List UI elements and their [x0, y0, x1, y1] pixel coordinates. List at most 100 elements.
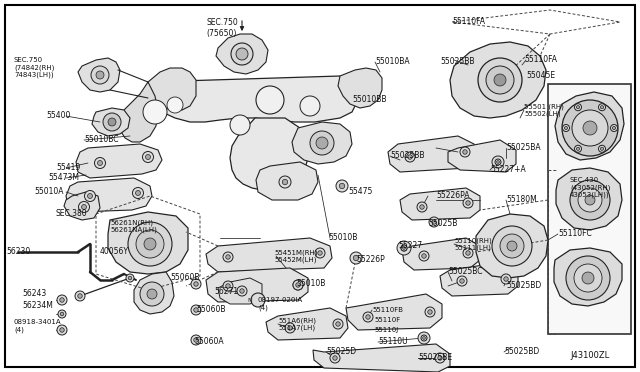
- Text: 40056Y: 40056Y: [100, 247, 129, 257]
- Text: 08918-3401A
(4): 08918-3401A (4): [14, 319, 61, 333]
- Polygon shape: [64, 192, 100, 220]
- Polygon shape: [134, 272, 174, 314]
- Text: 55010B: 55010B: [296, 279, 325, 289]
- Polygon shape: [230, 118, 308, 190]
- Circle shape: [492, 226, 532, 266]
- Circle shape: [81, 205, 86, 209]
- Circle shape: [251, 293, 265, 307]
- Circle shape: [77, 294, 83, 298]
- Circle shape: [315, 248, 325, 258]
- Circle shape: [103, 113, 121, 131]
- Text: 55501 (RH)
55502(LH): 55501 (RH) 55502(LH): [524, 103, 564, 117]
- Polygon shape: [476, 214, 548, 278]
- Circle shape: [256, 86, 284, 114]
- Circle shape: [577, 147, 580, 150]
- Polygon shape: [206, 238, 332, 272]
- Text: 55025BA: 55025BA: [506, 144, 541, 153]
- Text: 55025B: 55025B: [428, 219, 458, 228]
- Circle shape: [194, 282, 198, 286]
- Text: 55025BB: 55025BB: [390, 151, 424, 160]
- Circle shape: [457, 276, 467, 286]
- Circle shape: [598, 145, 605, 152]
- Polygon shape: [554, 248, 622, 306]
- Circle shape: [353, 255, 358, 261]
- Text: 08197-020IA
(4): 08197-020IA (4): [258, 297, 303, 311]
- Text: 55025BB: 55025BB: [440, 58, 474, 67]
- Text: 56271: 56271: [214, 288, 238, 296]
- Circle shape: [230, 115, 250, 135]
- Circle shape: [575, 145, 582, 152]
- Text: 55025BD: 55025BD: [504, 347, 540, 356]
- Circle shape: [145, 154, 150, 160]
- Circle shape: [84, 190, 95, 202]
- Polygon shape: [146, 68, 196, 110]
- Text: 55110FA: 55110FA: [524, 55, 557, 64]
- Text: 55473M: 55473M: [48, 173, 79, 183]
- Circle shape: [435, 353, 445, 363]
- Circle shape: [60, 298, 64, 302]
- Circle shape: [223, 252, 233, 262]
- Circle shape: [575, 104, 582, 111]
- Circle shape: [403, 247, 405, 249]
- Circle shape: [612, 126, 616, 129]
- Circle shape: [75, 291, 85, 301]
- Text: 55110FA: 55110FA: [452, 17, 485, 26]
- Text: 55010BB: 55010BB: [352, 96, 387, 105]
- Circle shape: [226, 284, 230, 288]
- Circle shape: [143, 151, 154, 163]
- Circle shape: [231, 43, 253, 65]
- Circle shape: [574, 264, 602, 292]
- Text: 55060A: 55060A: [194, 337, 223, 346]
- Polygon shape: [266, 308, 348, 340]
- Circle shape: [422, 254, 426, 258]
- Circle shape: [504, 277, 508, 281]
- Polygon shape: [66, 178, 152, 212]
- Circle shape: [417, 202, 427, 212]
- Circle shape: [333, 319, 343, 329]
- Circle shape: [466, 251, 470, 255]
- Circle shape: [147, 289, 157, 299]
- Circle shape: [492, 156, 504, 168]
- Circle shape: [79, 202, 90, 212]
- Text: 55400: 55400: [46, 112, 70, 121]
- Polygon shape: [388, 136, 476, 172]
- Circle shape: [97, 161, 102, 166]
- Circle shape: [316, 137, 328, 149]
- Circle shape: [191, 305, 201, 315]
- Circle shape: [600, 106, 604, 109]
- Text: 55045E: 55045E: [526, 71, 555, 80]
- Circle shape: [478, 58, 522, 102]
- Circle shape: [300, 96, 320, 116]
- Text: SEC.430
(43052(RH)
43053(LH)): SEC.430 (43052(RH) 43053(LH)): [570, 177, 611, 199]
- Text: 56230: 56230: [6, 247, 30, 257]
- Text: 56261N(RH)
56261NA(LH): 56261N(RH) 56261NA(LH): [110, 219, 157, 233]
- Circle shape: [421, 335, 427, 341]
- Circle shape: [495, 159, 501, 165]
- Circle shape: [293, 280, 303, 290]
- Circle shape: [282, 179, 288, 185]
- Text: 55110J: 55110J: [374, 327, 398, 333]
- Polygon shape: [346, 294, 442, 330]
- Circle shape: [296, 283, 300, 287]
- Text: 55110FB: 55110FB: [372, 307, 403, 313]
- Circle shape: [108, 118, 116, 126]
- Circle shape: [562, 100, 618, 156]
- Circle shape: [460, 279, 464, 283]
- Circle shape: [401, 245, 407, 251]
- Polygon shape: [216, 34, 268, 74]
- Circle shape: [96, 71, 104, 79]
- Circle shape: [408, 155, 412, 159]
- Circle shape: [350, 252, 362, 264]
- Text: 551A6(RH)
551A7(LH): 551A6(RH) 551A7(LH): [278, 317, 316, 331]
- Circle shape: [236, 48, 248, 60]
- Circle shape: [425, 307, 435, 317]
- Circle shape: [570, 180, 610, 220]
- Circle shape: [288, 326, 292, 330]
- Circle shape: [330, 353, 340, 363]
- Circle shape: [420, 205, 424, 209]
- Circle shape: [91, 66, 109, 84]
- Text: 55060B: 55060B: [170, 273, 200, 282]
- Text: 55226PA: 55226PA: [436, 192, 470, 201]
- Polygon shape: [400, 188, 480, 220]
- Circle shape: [136, 230, 164, 258]
